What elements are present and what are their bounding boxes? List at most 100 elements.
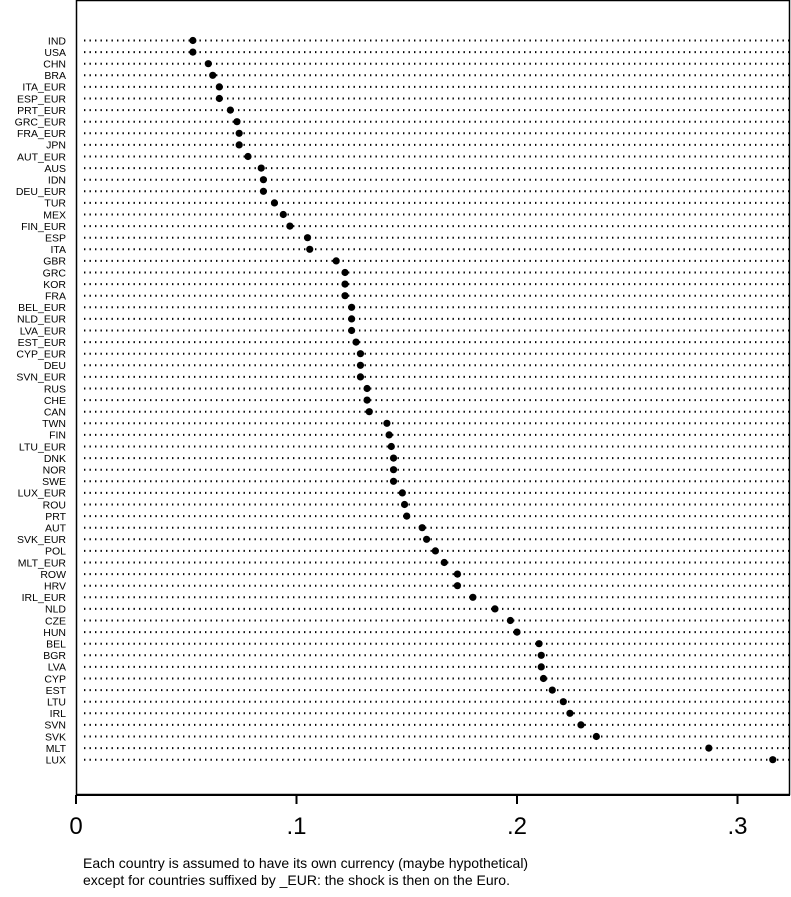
data-point-esp	[303, 234, 312, 242]
category-label-prt-eur: PRT_EUR	[17, 105, 66, 117]
data-point-svn-eur	[356, 373, 365, 381]
category-label-cyp: CYP	[44, 673, 66, 685]
category-label-swe: SWE	[42, 476, 66, 488]
category-label-grc-eur: GRC_EUR	[15, 117, 67, 129]
chart-rows: INDUSACHNBRAITA_EURESP_EURPRT_EURGRC_EUR…	[15, 35, 789, 767]
data-point-dnk	[389, 454, 398, 462]
data-point-mlt-eur	[440, 558, 448, 567]
category-label-prt: PRT	[45, 511, 66, 523]
data-point-cyp-eur	[356, 350, 365, 358]
data-point-ltu	[559, 698, 567, 706]
category-label-est-eur: EST_EUR	[18, 337, 67, 349]
category-label-pol: POL	[45, 546, 66, 558]
category-label-lva: LVA	[48, 662, 66, 674]
data-point-bel	[535, 640, 543, 648]
category-label-aut: AUT	[45, 523, 67, 535]
category-label-ind: IND	[48, 35, 67, 47]
category-label-bel: BEL	[46, 639, 66, 651]
data-point-svk	[592, 732, 600, 741]
category-label-rou: ROU	[43, 499, 66, 511]
category-label-ltu-eur: LTU_EUR	[19, 441, 66, 453]
data-point-hun	[513, 628, 521, 636]
category-label-chn: CHN	[43, 59, 66, 71]
data-point-lux	[769, 756, 777, 764]
category-label-svk-eur: SVK_EUR	[17, 534, 66, 546]
data-point-est-eur	[352, 338, 360, 346]
data-point-fra	[341, 292, 349, 300]
category-label-svk: SVK	[45, 731, 66, 743]
data-point-prt	[403, 512, 411, 520]
data-point-idn	[259, 176, 268, 184]
category-label-hun: HUN	[43, 627, 66, 639]
category-label-nld: NLD	[45, 604, 66, 616]
category-label-lva-eur: LVA_EUR	[20, 325, 67, 337]
footnote: Each country is assumed to have its own …	[83, 855, 528, 889]
data-point-esp-eur	[215, 94, 223, 103]
data-point-chn	[204, 60, 212, 68]
category-label-can: CAN	[44, 407, 66, 419]
category-label-idn: IDN	[48, 175, 66, 187]
data-point-tur	[270, 199, 279, 207]
data-point-grc-eur	[233, 118, 241, 126]
data-point-bgr	[537, 651, 545, 659]
category-label-nld-eur: NLD_EUR	[17, 314, 66, 326]
category-label-bel-eur: BEL_EUR	[18, 302, 66, 314]
category-label-row: ROW	[40, 569, 66, 581]
category-label-deu: DEU	[44, 360, 66, 372]
category-label-deu-eur: DEU_EUR	[16, 186, 67, 198]
category-label-irl-eur: IRL_EUR	[22, 592, 67, 604]
data-point-mex	[279, 210, 287, 219]
data-point-aus	[257, 164, 265, 172]
data-point-nld	[491, 605, 499, 613]
data-point-svn	[577, 721, 585, 729]
data-point-lva	[537, 663, 545, 671]
category-label-kor: KOR	[43, 279, 66, 291]
category-label-mlt-eur: MLT_EUR	[18, 557, 67, 569]
category-label-esp-eur: ESP_EUR	[17, 93, 66, 105]
category-label-che: CHE	[44, 395, 66, 407]
x-tick-label: .2	[507, 813, 527, 840]
category-label-bra: BRA	[44, 70, 66, 82]
data-point-deu	[356, 361, 365, 369]
data-point-kor	[341, 280, 349, 288]
category-label-esp: ESP	[45, 233, 66, 245]
data-point-twn	[383, 419, 391, 427]
footnote-line-1: Each country is assumed to have its own …	[83, 855, 529, 871]
category-label-ltu: LTU	[47, 697, 66, 709]
data-point-usa	[189, 48, 197, 56]
category-label-svn: SVN	[44, 720, 66, 732]
data-point-bra	[209, 71, 217, 79]
data-point-nld-eur	[348, 315, 356, 323]
data-point-jpn	[235, 141, 243, 149]
category-label-hrv: HRV	[44, 581, 66, 593]
data-point-aut	[418, 524, 426, 532]
data-point-can	[365, 408, 373, 416]
data-point-pol	[431, 547, 440, 555]
footnote-line-2: except for countries suffixed by _EUR: t…	[83, 872, 510, 888]
data-point-aut-eur	[244, 152, 252, 161]
data-point-ltu-eur	[387, 442, 395, 451]
category-label-dnk: DNK	[44, 453, 66, 465]
data-point-swe	[389, 477, 398, 485]
data-point-irl-eur	[469, 593, 477, 601]
category-label-mex: MEX	[43, 209, 66, 221]
data-point-hrv	[453, 582, 462, 590]
data-point-che	[363, 396, 371, 404]
category-label-ita: ITA	[50, 244, 66, 256]
category-label-aut-eur: AUT_EUR	[17, 151, 66, 163]
category-label-irl: IRL	[50, 708, 67, 720]
data-point-ind	[189, 36, 197, 45]
category-label-nor: NOR	[43, 465, 67, 477]
category-label-lux-eur: LUX_EUR	[18, 488, 67, 500]
category-label-gbr: GBR	[43, 256, 66, 268]
category-label-fra-eur: FRA_EUR	[17, 128, 66, 140]
data-point-rus	[363, 384, 371, 393]
category-label-jpn: JPN	[46, 140, 66, 152]
data-point-lux-eur	[398, 489, 406, 497]
x-tick-label: 0	[69, 813, 82, 840]
category-label-tur: TUR	[44, 198, 66, 210]
category-label-twn: TWN	[42, 418, 66, 430]
data-point-fin	[385, 431, 393, 439]
data-point-fra-eur	[235, 129, 243, 137]
